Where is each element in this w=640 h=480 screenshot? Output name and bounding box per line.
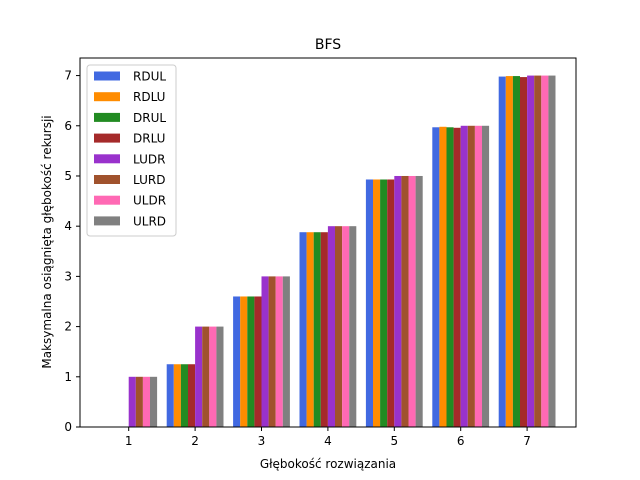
bar-drul-6: [446, 127, 454, 427]
bar-rdul-2: [166, 364, 174, 427]
bar-ludr-2: [195, 326, 203, 427]
legend-label-lurd: LURD: [133, 173, 165, 187]
x-tick-label: 6: [457, 434, 465, 448]
bar-ludr-7: [527, 75, 535, 427]
x-axis: 1 2 3 4 5 6 7: [125, 427, 531, 448]
legend-swatch-drul: [94, 112, 120, 122]
legend-swatch-rdul: [94, 71, 120, 81]
bar-lurd-1: [135, 376, 143, 427]
y-tick-label: 1: [64, 370, 72, 384]
x-axis-label: Głębokość rozwiązania: [260, 457, 396, 471]
bar-lurd-7: [534, 75, 542, 427]
bar-uldr-5: [408, 175, 416, 427]
legend-label-uldr: ULDR: [133, 194, 166, 208]
bar-drul-5: [380, 179, 388, 427]
legend-label-ulrd: ULRD: [133, 214, 166, 228]
y-tick-label: 3: [64, 269, 72, 283]
bar-lurd-6: [467, 125, 475, 427]
bar-ludr-3: [261, 276, 269, 427]
bar-drlu-2: [188, 364, 196, 427]
bar-ulrd-2: [216, 326, 224, 427]
y-tick-label: 4: [64, 219, 72, 233]
bar-rdlu-7: [505, 76, 513, 427]
bar-ludr-5: [394, 175, 402, 427]
bar-rdlu-3: [240, 296, 248, 427]
y-tick-label: 7: [64, 69, 72, 83]
x-tick-label: 4: [324, 434, 332, 448]
bar-ulrd-1: [150, 376, 158, 427]
x-tick-label: 1: [125, 434, 133, 448]
legend-swatch-drlu: [94, 133, 120, 143]
bar-ludr-6: [460, 125, 468, 427]
bar-uldr-2: [209, 326, 217, 427]
legend-label-rdul: RDUL: [133, 70, 166, 84]
bar-ulrd-3: [282, 276, 290, 427]
bar-uldr-6: [474, 125, 482, 427]
y-tick-label: 5: [64, 169, 72, 183]
y-tick-label: 6: [64, 119, 72, 133]
x-tick-label: 5: [390, 434, 398, 448]
bar-drul-4: [313, 232, 321, 427]
chart-title: BFS: [315, 37, 341, 53]
y-axis: 0 1 2 3 4 5 6 7: [64, 69, 80, 434]
bar-uldr-3: [275, 276, 283, 427]
x-tick-label: 7: [523, 434, 531, 448]
legend-swatch-ludr: [94, 154, 120, 164]
bars-group: [128, 75, 556, 427]
legend-label-drul: DRUL: [133, 111, 166, 125]
bar-rdlu-5: [373, 179, 381, 427]
bar-ludr-1: [128, 376, 136, 427]
bar-drlu-6: [453, 127, 461, 427]
bar-ulrd-4: [349, 226, 357, 427]
bar-uldr-4: [342, 226, 350, 427]
bar-rdul-5: [365, 179, 373, 427]
bar-rdul-7: [498, 76, 506, 427]
bar-lurd-5: [401, 175, 409, 427]
legend-swatch-lurd: [94, 175, 120, 184]
bar-drul-2: [180, 364, 188, 427]
bar-lurd-2: [202, 326, 210, 427]
bar-rdul-4: [299, 232, 307, 427]
legend-label-drlu: DRLU: [133, 132, 165, 146]
x-tick-label: 2: [191, 434, 199, 448]
bar-drlu-7: [520, 77, 528, 427]
legend-swatch-ulrd: [94, 216, 120, 226]
legend-box: [86, 64, 177, 237]
y-axis-label: Maksymalna osiągnięta głębokość rekursji: [40, 115, 54, 368]
bar-lurd-4: [335, 226, 343, 427]
bar-ulrd-6: [482, 125, 490, 427]
legend-swatch-rdlu: [94, 92, 120, 102]
legend-label-rdlu: RDLU: [133, 90, 165, 104]
legend-swatch-uldr: [94, 195, 120, 205]
bar-ludr-4: [327, 226, 335, 427]
x-tick-label: 3: [258, 434, 266, 448]
bar-drlu-3: [254, 296, 262, 427]
bar-ulrd-7: [548, 75, 556, 427]
bar-drlu-4: [320, 232, 328, 427]
y-tick-label: 0: [64, 420, 72, 434]
y-tick-label: 2: [64, 320, 72, 334]
bar-drul-3: [247, 296, 255, 427]
legend: RDUL RDLU DRUL DRLU LUDR LURD ULDR ULRD: [86, 64, 177, 237]
bar-lurd-3: [268, 276, 276, 427]
bar-uldr-7: [541, 75, 549, 427]
legend-label-ludr: LUDR: [133, 152, 165, 166]
bar-rdul-6: [432, 127, 440, 427]
bar-rdlu-6: [439, 126, 447, 427]
bar-ulrd-5: [415, 175, 423, 427]
bar-drlu-5: [387, 179, 395, 427]
bar-drul-7: [512, 76, 520, 427]
bar-rdlu-4: [306, 232, 314, 427]
bar-rdul-3: [233, 296, 241, 427]
bar-uldr-1: [142, 376, 150, 427]
bar-rdlu-2: [173, 364, 181, 427]
